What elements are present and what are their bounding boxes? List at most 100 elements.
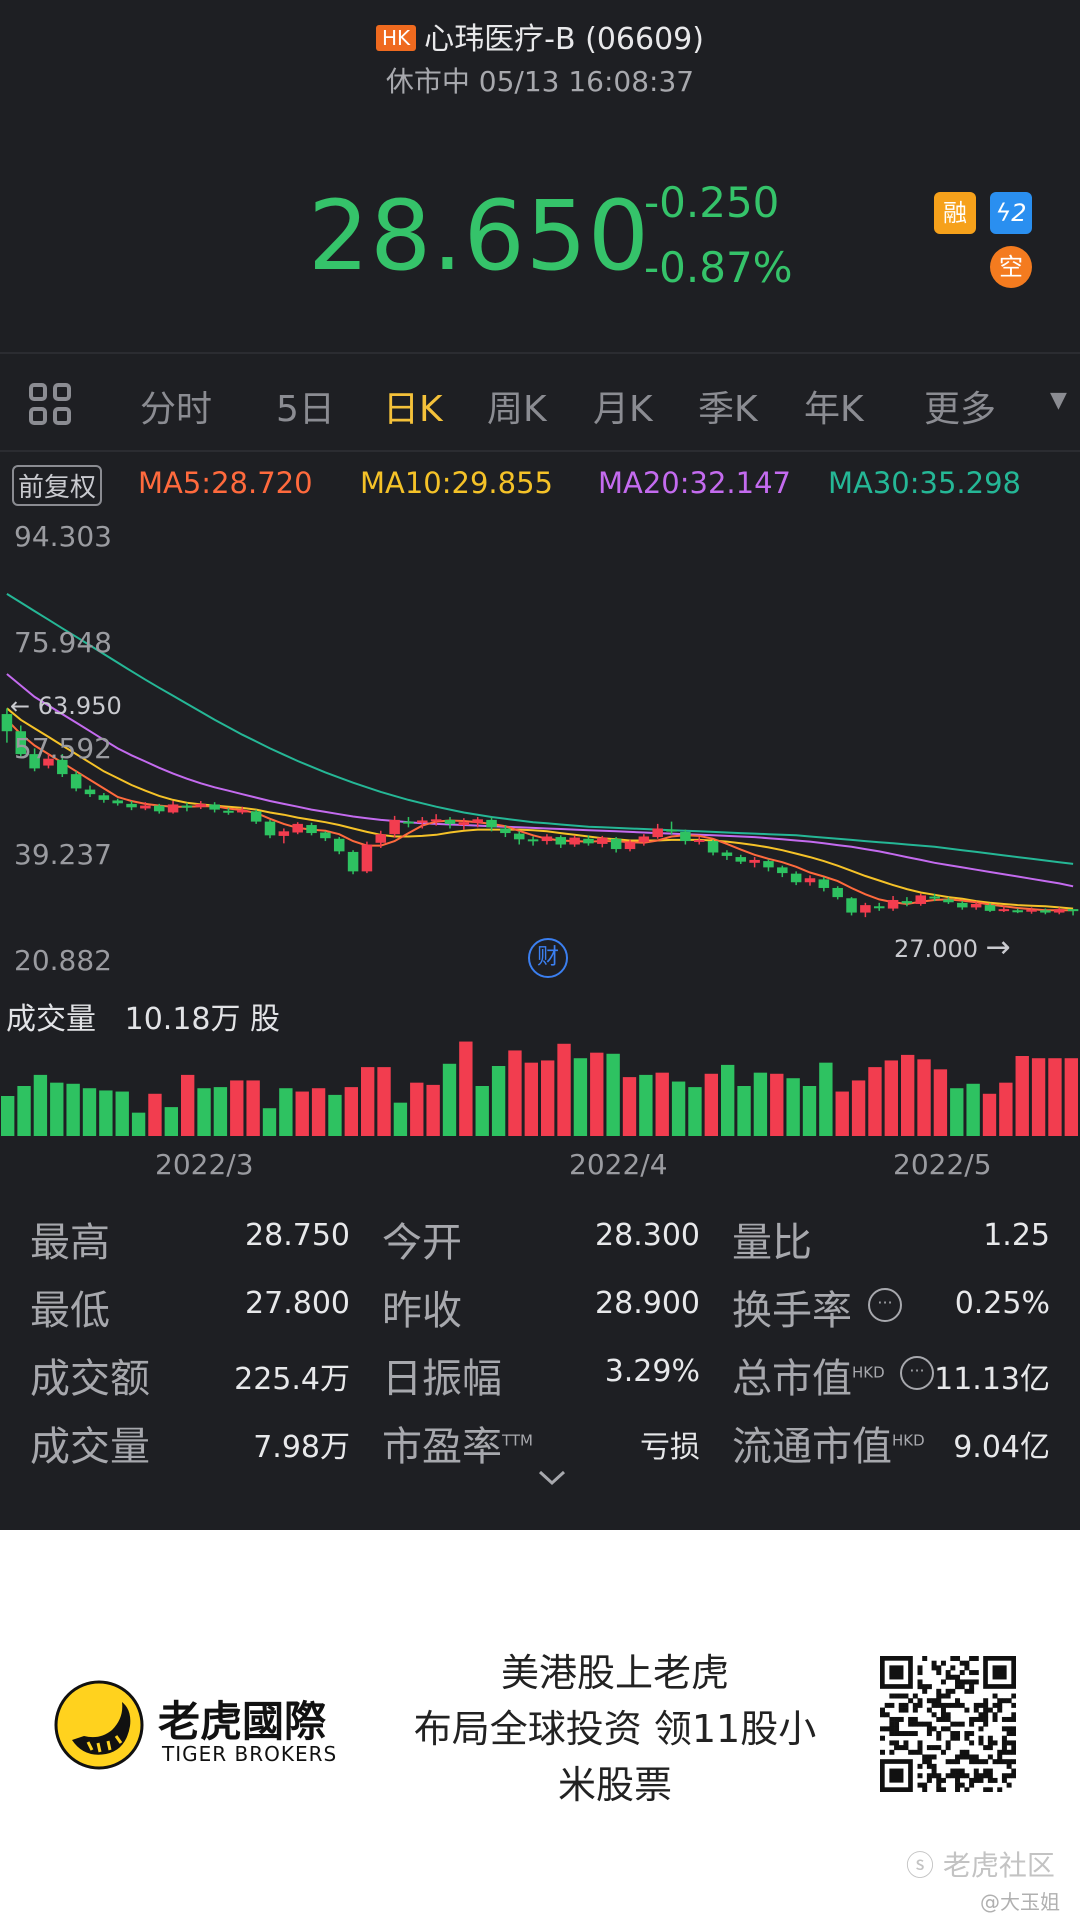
volume-bar (819, 1062, 833, 1136)
volume-bar (590, 1052, 604, 1136)
brand-name-cn: 老虎國際 (158, 1697, 327, 1746)
volume-bar (639, 1074, 653, 1136)
volume-bar (82, 1088, 97, 1136)
candle (112, 798, 123, 806)
volume-bar (1031, 1058, 1046, 1136)
author-tag: @大玉姐 (980, 1890, 1060, 1914)
volume-bar (491, 1066, 506, 1136)
candle (320, 831, 331, 842)
low-value: 27.000 (894, 935, 978, 963)
volume-bar (737, 1086, 751, 1136)
currency-sup: HKD (852, 1363, 885, 1382)
volume-bar (17, 1086, 31, 1136)
candle (721, 850, 733, 860)
volume-value: 10.18万 股 (124, 1002, 281, 1037)
volume-bar (1064, 1058, 1078, 1136)
volume-bar (851, 1080, 866, 1136)
candle (652, 823, 663, 839)
candle (486, 817, 497, 832)
volume-bar (541, 1060, 555, 1136)
chevron-down-icon[interactable]: ▼ (1050, 388, 1067, 413)
volume-bar (606, 1053, 620, 1136)
candle (250, 809, 262, 824)
volume-bar (721, 1064, 735, 1136)
candlestick-chart[interactable] (0, 515, 1080, 975)
volume-bar (33, 1074, 48, 1136)
tab-monthly-k[interactable]: 月K (593, 389, 653, 430)
candle (749, 857, 760, 868)
candle (15, 725, 27, 757)
market-badge: HK (376, 25, 417, 51)
volume-bar (295, 1091, 309, 1136)
stat-label-text: 市盈率 (382, 1424, 502, 1470)
candle (583, 835, 594, 846)
stat-value: 11.13亿 (934, 1362, 1050, 1397)
stock-name: 心玮医疗-B (06609) (424, 22, 704, 57)
y-axis-label: 57.592 (14, 732, 112, 765)
stat-label: 最低 (30, 1288, 110, 1334)
divider (0, 352, 1080, 354)
promo-line: 美港股上老虎 (500, 1651, 729, 1695)
tab-more[interactable]: 更多 (924, 389, 997, 430)
earnings-event-icon[interactable]: 财 (528, 938, 568, 978)
volume-bar (246, 1080, 260, 1136)
candle (1, 708, 13, 743)
tab-daily-k[interactable]: 日K (383, 389, 443, 430)
arrow-left-icon: ← (10, 692, 31, 720)
candle (873, 902, 885, 911)
candle (666, 821, 677, 835)
expand-chevron-icon[interactable] (536, 1468, 568, 1492)
volume-bar (328, 1094, 342, 1136)
info-icon[interactable]: ··· (868, 1288, 902, 1322)
tab-5day[interactable]: 5日 (276, 389, 335, 430)
candle (569, 835, 580, 847)
volume-bar (181, 1074, 195, 1136)
candle (998, 906, 1010, 912)
tab-intraday[interactable]: 分时 (140, 389, 213, 430)
candle (541, 834, 553, 845)
candle (167, 801, 179, 814)
adjust-selector[interactable]: 前复权 (12, 465, 103, 506)
stat-label-text: 总市值 (732, 1356, 852, 1402)
candle (98, 793, 110, 803)
short-icon[interactable]: 空 (990, 246, 1032, 288)
info-icon[interactable]: ··· (900, 1356, 934, 1390)
volume-bar (197, 1088, 211, 1136)
price-change-pct: -0.87% (644, 243, 793, 292)
volume-bar (982, 1093, 997, 1136)
candle (763, 859, 774, 872)
stat-label: 换手率 (732, 1288, 852, 1334)
market-status: 休市中 05/13 16:08:37 (385, 65, 695, 98)
candle (84, 785, 96, 798)
candle (970, 901, 982, 910)
volume-bar (426, 1084, 440, 1136)
low-annotation: 27.000 → (894, 930, 1011, 965)
candle (140, 802, 151, 811)
ma30-label: MA30:35.298 (828, 466, 1022, 500)
candle (458, 818, 470, 830)
level2-icon[interactable]: ϟ2 (990, 192, 1032, 234)
volume-bar (671, 1081, 686, 1136)
ma-indicator-row: 前复权 MA5:28.720 MA10:29.855 MA20:32.147 M… (0, 460, 1080, 510)
ma10-label: MA10:29.855 (360, 466, 554, 500)
grid-icon[interactable] (28, 382, 72, 435)
tab-yearly-k[interactable]: 年K (804, 389, 864, 430)
volume-bar (901, 1054, 915, 1136)
tab-quarterly-k[interactable]: 季K (698, 389, 758, 430)
volume-bar (442, 1063, 457, 1136)
volume-chart[interactable] (0, 1030, 1080, 1136)
candle (500, 825, 511, 838)
margin-icon[interactable]: 融 (934, 192, 976, 234)
volume-label: 成交量 (6, 1002, 96, 1037)
volume-bar (933, 1069, 948, 1136)
tab-weekly-k[interactable]: 周K (487, 389, 547, 430)
chat-bubble-icon: ⓢ (906, 1849, 935, 1882)
stat-value: 亏损 (640, 1430, 700, 1465)
volume-bar (361, 1067, 375, 1136)
candle (278, 828, 290, 844)
volume-bar (950, 1088, 964, 1136)
promo-line: 米股票 (557, 1763, 672, 1807)
volume-bar (770, 1073, 784, 1136)
volume-bar (655, 1072, 669, 1136)
candle (887, 895, 899, 911)
